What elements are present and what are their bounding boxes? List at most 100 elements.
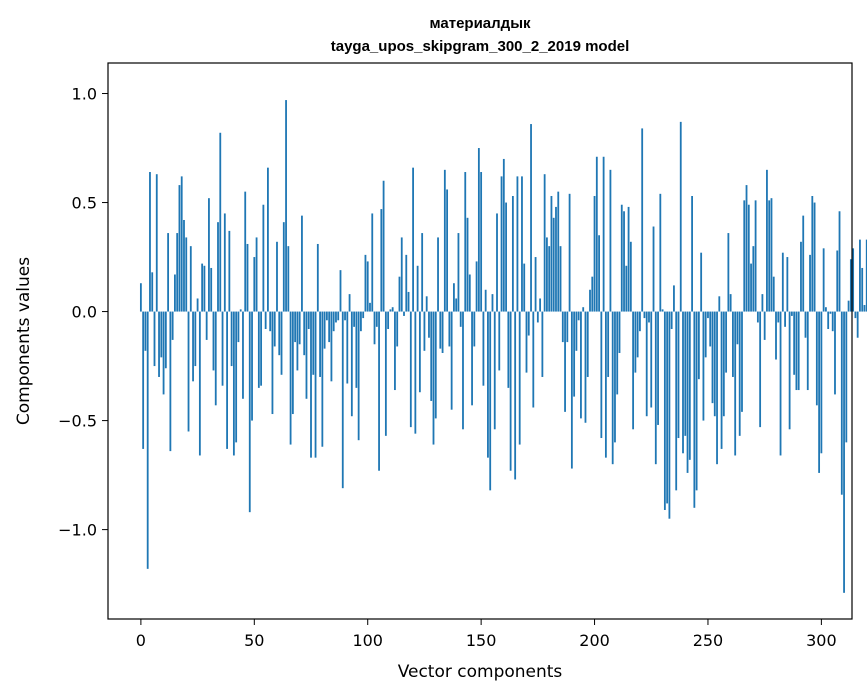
bar-101 xyxy=(369,302,371,312)
bar-277 xyxy=(768,200,771,312)
y-axis-ticks: 1.0 0.5 0.0 −0.5 −1.0 xyxy=(58,85,108,540)
bar-120 xyxy=(412,167,414,312)
bars-group xyxy=(139,100,867,593)
bar-48 xyxy=(248,311,251,513)
bar-190 xyxy=(570,311,573,469)
bar-64 xyxy=(285,100,287,312)
bar-182 xyxy=(552,217,555,312)
bar-146 xyxy=(471,311,473,406)
bar-208 xyxy=(611,311,614,465)
bar-244 xyxy=(693,311,696,508)
bar-123 xyxy=(418,311,421,393)
bar-187 xyxy=(564,311,566,412)
bar-215 xyxy=(627,206,630,312)
bar-296 xyxy=(811,196,814,312)
bar-56 xyxy=(267,167,269,312)
bar-112 xyxy=(394,311,396,391)
bar-168 xyxy=(521,176,523,312)
bar-143 xyxy=(464,172,467,312)
bar-165 xyxy=(514,311,517,480)
bar-320 xyxy=(865,239,867,312)
bar-198 xyxy=(589,289,591,312)
bar-65 xyxy=(287,246,290,312)
bar-14 xyxy=(171,311,174,340)
bar-281 xyxy=(777,311,780,323)
bar-19 xyxy=(183,219,185,312)
bar-18 xyxy=(180,176,183,312)
bar-85 xyxy=(332,311,335,332)
bar-74 xyxy=(307,311,310,329)
bar-133 xyxy=(441,311,444,353)
bar-286 xyxy=(788,311,791,430)
bar-291 xyxy=(800,241,802,312)
bar-41 xyxy=(232,311,235,456)
bar-71 xyxy=(301,215,303,312)
bar-73 xyxy=(305,311,308,399)
bar-193 xyxy=(577,311,580,321)
bar-272 xyxy=(756,311,759,323)
bar-110 xyxy=(389,309,392,312)
bar-100 xyxy=(366,261,369,312)
bar-259 xyxy=(727,233,730,312)
bar-225 xyxy=(650,311,653,408)
bar-207 xyxy=(609,169,612,312)
bar-83 xyxy=(328,311,331,343)
bar-177 xyxy=(541,311,544,377)
bar-66 xyxy=(289,311,292,445)
bar-144 xyxy=(466,217,469,312)
bar-163 xyxy=(509,311,512,471)
bar-107 xyxy=(382,180,385,312)
bar-38 xyxy=(226,311,228,449)
bar-300 xyxy=(820,311,823,454)
bar-29 xyxy=(205,311,208,340)
bar-137 xyxy=(450,311,453,410)
bar-310 xyxy=(843,311,845,593)
bar-24 xyxy=(194,311,197,367)
x-tick-label: 250 xyxy=(693,631,724,650)
bar-315 xyxy=(854,311,857,319)
bar-87 xyxy=(337,311,340,321)
bar-156 xyxy=(493,311,496,430)
bar-167 xyxy=(518,311,521,445)
bar-234 xyxy=(670,311,673,329)
bar-185 xyxy=(559,246,562,312)
bar-140 xyxy=(457,233,460,312)
x-axis-ticks: 0 50 100 150 200 250 300 xyxy=(136,619,837,650)
bar-15 xyxy=(174,274,176,312)
bar-16 xyxy=(176,233,179,312)
bar-86 xyxy=(335,311,337,323)
bar-201 xyxy=(595,156,598,312)
bar-0 xyxy=(139,283,142,312)
bar-138 xyxy=(453,283,455,312)
bar-265 xyxy=(741,311,743,412)
bar-150 xyxy=(480,172,483,312)
bar-160 xyxy=(502,158,505,312)
bar-188 xyxy=(566,311,569,343)
bar-4 xyxy=(149,172,151,312)
bar-13 xyxy=(169,311,172,452)
bar-196 xyxy=(584,311,587,423)
x-tick-label: 150 xyxy=(466,631,497,650)
bar-175 xyxy=(536,311,539,323)
bar-254 xyxy=(716,311,718,465)
bar-94 xyxy=(353,311,356,327)
bar-251 xyxy=(709,311,712,347)
bar-245 xyxy=(695,311,698,491)
bar-313 xyxy=(849,259,852,312)
bar-262 xyxy=(734,311,737,456)
bar-316 xyxy=(856,311,859,338)
bar-2 xyxy=(144,311,147,351)
bar-308 xyxy=(838,211,841,312)
bar-174 xyxy=(534,257,537,312)
bar-76 xyxy=(312,311,315,375)
bar-173 xyxy=(532,311,535,408)
bar-1 xyxy=(142,311,145,449)
bar-157 xyxy=(496,213,498,312)
bar-134 xyxy=(443,169,446,312)
bar-293 xyxy=(804,311,807,338)
x-tick-label: 300 xyxy=(806,631,837,650)
bar-67 xyxy=(291,311,294,415)
bar-51 xyxy=(255,237,258,312)
bar-33 xyxy=(214,311,217,406)
y-tick-label: 1.0 xyxy=(72,85,97,104)
